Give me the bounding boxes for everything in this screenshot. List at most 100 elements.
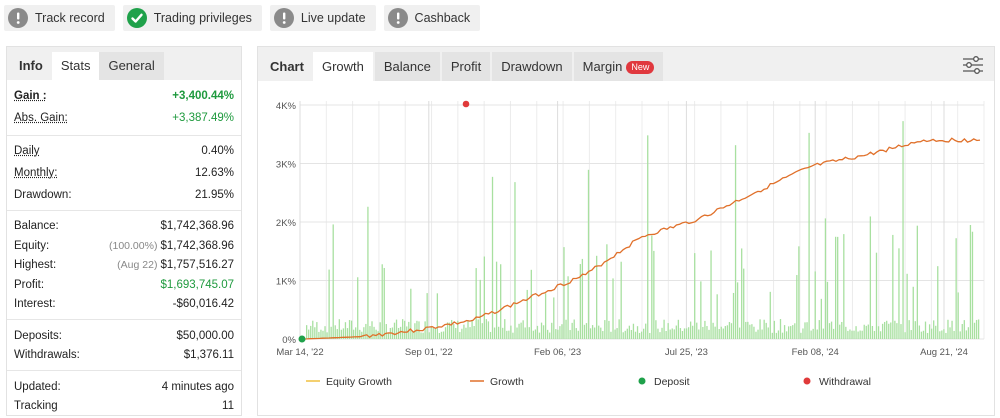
abs-gain-label[interactable]: Abs. Gain:	[14, 111, 68, 124]
chart-panel: Chart Growth Balance Profit Drawdown Mar…	[257, 46, 995, 416]
track-record-badge[interactable]: Track record	[4, 5, 115, 31]
trade-bar	[834, 236, 837, 339]
profit-value: $1,693,745.07	[160, 278, 234, 291]
trade-bar	[512, 332, 514, 339]
trade-bar	[696, 322, 698, 339]
trade-bar	[808, 132, 810, 339]
drawdown-value: 21.95%	[194, 188, 234, 201]
equity-value: $1,742,368.96	[160, 239, 234, 252]
trade-bar	[489, 331, 492, 339]
trade-bar	[659, 332, 661, 339]
trade-bar	[563, 247, 565, 339]
trade-bar	[839, 324, 841, 339]
trade-bar	[761, 329, 763, 339]
y-tick-label: 0%	[282, 335, 296, 346]
trade-bar	[824, 218, 827, 339]
trade-bar	[875, 252, 878, 339]
trade-bar	[485, 319, 488, 339]
trade-bar	[399, 326, 402, 339]
tab-balance[interactable]: Balance	[374, 52, 440, 81]
trade-bar	[904, 332, 906, 339]
tab-chart[interactable]: Chart	[270, 59, 304, 74]
trade-bar	[385, 324, 387, 339]
badge-label: Live update	[300, 11, 366, 25]
trade-bar	[634, 331, 637, 339]
trade-bar	[859, 330, 861, 339]
trade-bar	[602, 331, 604, 339]
tab-drawdown[interactable]: Drawdown	[492, 52, 572, 81]
trade-bar	[951, 320, 953, 339]
trade-bar	[453, 324, 455, 339]
tab-general[interactable]: General	[99, 52, 164, 80]
monthly-value: 12.63%	[194, 167, 234, 179]
trade-bar	[794, 323, 796, 339]
exclamation-icon	[273, 8, 294, 28]
trade-bar	[894, 320, 896, 339]
trade-bar	[963, 320, 965, 339]
check-icon	[126, 8, 147, 28]
trade-bar	[334, 325, 336, 339]
balance-value: $1,742,368.96	[160, 220, 234, 233]
trade-bar	[724, 326, 726, 339]
trade-bar	[783, 325, 786, 339]
tab-margin[interactable]: Margin New	[573, 52, 664, 81]
cashback-badge[interactable]: Cashback	[383, 5, 481, 31]
trade-bar	[410, 288, 412, 339]
interest-row: Interest: -$60,016.42	[7, 295, 241, 315]
trading-privileges-badge[interactable]: Trading privileges	[122, 5, 262, 31]
trade-bar	[708, 329, 710, 339]
profit-label: Profit:	[14, 278, 45, 291]
tab-profit[interactable]: Profit	[441, 52, 491, 81]
trade-bar	[869, 216, 872, 339]
trade-bar	[792, 325, 794, 339]
chart-settings-icon[interactable]	[962, 55, 984, 75]
drawdown-label: Drawdown:	[14, 188, 72, 201]
trade-bar	[881, 323, 884, 339]
trade-bar	[957, 292, 959, 339]
divider	[7, 319, 241, 320]
trade-bar	[867, 324, 869, 339]
trade-bar	[736, 282, 739, 339]
trade-bar	[798, 246, 800, 339]
trade-bar	[928, 324, 931, 339]
trade-bar	[432, 328, 434, 339]
trade-bar	[500, 264, 502, 339]
stats-panel: Info Stats General Gain : +3,400.44% Abs…	[6, 46, 242, 416]
trade-bar	[710, 250, 712, 339]
trade-bar	[640, 331, 643, 339]
monthly-row: Monthly: 12.63%	[7, 161, 241, 185]
trade-bar	[933, 320, 935, 339]
trade-bar	[820, 298, 822, 339]
growth-line	[303, 137, 981, 340]
trade-bar	[577, 330, 579, 339]
tab-growth[interactable]: Growth	[312, 52, 373, 81]
trade-bar	[816, 329, 818, 339]
trade-bar	[579, 264, 581, 339]
growth-chart[interactable]: 0% 1K% 2K% 3K% 4K% Mar 14, '22 Sep 01, '22 Feb …	[258, 81, 994, 415]
trade-bar	[714, 326, 716, 339]
gain-label[interactable]: Gain :	[14, 89, 47, 102]
trade-bar	[667, 323, 669, 339]
trade-bar	[914, 321, 916, 339]
daily-label[interactable]: Daily	[14, 145, 40, 158]
trade-bar	[649, 332, 651, 339]
trade-bar	[479, 279, 481, 339]
trade-bar	[314, 327, 316, 339]
trade-bar	[404, 320, 406, 339]
trade-bar	[722, 328, 724, 339]
trade-bar	[857, 331, 859, 339]
trade-bar	[430, 326, 432, 339]
trade-bar	[487, 321, 490, 339]
trade-bar	[728, 321, 731, 339]
trade-bar	[436, 293, 439, 339]
trade-bar	[922, 330, 925, 339]
tab-info[interactable]: Info	[19, 58, 43, 73]
tab-stats[interactable]: Stats	[51, 52, 100, 80]
trade-bar	[977, 319, 980, 339]
live-update-badge[interactable]: Live update	[269, 5, 376, 31]
trade-bar	[516, 327, 518, 339]
trade-bar	[765, 322, 767, 339]
trade-bar	[608, 320, 610, 339]
exclamation-icon	[8, 8, 28, 28]
monthly-label[interactable]: Monthly:	[14, 167, 58, 179]
